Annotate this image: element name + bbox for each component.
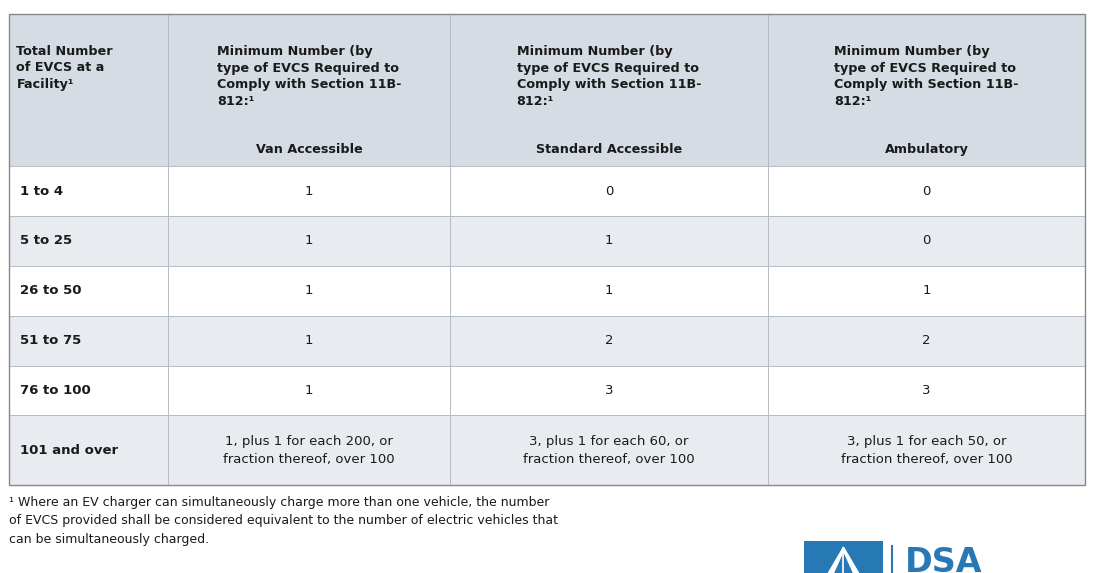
Bar — [450, 316, 768, 366]
Bar — [768, 415, 1085, 485]
Polygon shape — [829, 554, 858, 573]
Bar — [9, 166, 168, 216]
Bar — [450, 14, 768, 166]
Text: 0: 0 — [922, 234, 931, 248]
Bar — [450, 216, 768, 266]
Bar — [168, 366, 450, 415]
Bar — [768, 316, 1085, 366]
Text: ¹ Where an EV charger can simultaneously charge more than one vehicle, the numbe: ¹ Where an EV charger can simultaneously… — [9, 496, 558, 545]
Text: 1: 1 — [305, 334, 313, 347]
Text: Ambulatory: Ambulatory — [885, 143, 968, 156]
Bar — [450, 415, 768, 485]
Text: 26 to 50: 26 to 50 — [20, 284, 81, 297]
Bar — [9, 14, 1085, 485]
Bar — [768, 266, 1085, 316]
Bar — [450, 266, 768, 316]
Bar — [9, 266, 168, 316]
Text: 0: 0 — [922, 185, 931, 198]
Bar — [168, 415, 450, 485]
Bar — [168, 316, 450, 366]
Text: 1: 1 — [305, 284, 313, 297]
Bar — [168, 166, 450, 216]
Text: 3: 3 — [922, 384, 931, 397]
Bar — [768, 166, 1085, 216]
Bar — [804, 541, 883, 573]
Bar — [450, 166, 768, 216]
Text: 1: 1 — [605, 234, 613, 248]
Text: 1: 1 — [305, 234, 313, 248]
Text: Van Accessible: Van Accessible — [256, 143, 362, 156]
Bar — [768, 216, 1085, 266]
Text: 51 to 75: 51 to 75 — [20, 334, 81, 347]
Text: 3, plus 1 for each 60, or
fraction thereof, over 100: 3, plus 1 for each 60, or fraction there… — [523, 435, 695, 466]
Text: 5 to 25: 5 to 25 — [20, 234, 72, 248]
Text: 3: 3 — [605, 384, 613, 397]
Bar — [9, 415, 168, 485]
Bar — [168, 14, 450, 166]
Text: 1: 1 — [605, 284, 613, 297]
Text: Minimum Number (by
type of EVCS Required to
Comply with Section 11B-
812:¹: Minimum Number (by type of EVCS Required… — [835, 45, 1019, 108]
Bar — [450, 366, 768, 415]
Polygon shape — [818, 547, 869, 573]
Text: 101 and over: 101 and over — [20, 444, 118, 457]
Text: DSA: DSA — [905, 545, 982, 573]
Bar — [168, 266, 450, 316]
Text: 1: 1 — [305, 384, 313, 397]
Bar — [9, 216, 168, 266]
Text: 1: 1 — [922, 284, 931, 297]
Text: 76 to 100: 76 to 100 — [20, 384, 91, 397]
Text: 3, plus 1 for each 50, or
fraction thereof, over 100: 3, plus 1 for each 50, or fraction there… — [840, 435, 1012, 466]
Bar — [9, 14, 168, 166]
Text: 1 to 4: 1 to 4 — [20, 185, 62, 198]
Text: Minimum Number (by
type of EVCS Required to
Comply with Section 11B-
812:¹: Minimum Number (by type of EVCS Required… — [217, 45, 401, 108]
Bar — [768, 14, 1085, 166]
Bar — [9, 366, 168, 415]
Text: 0: 0 — [605, 185, 613, 198]
Bar — [768, 366, 1085, 415]
Text: 2: 2 — [605, 334, 613, 347]
Text: Total Number
of EVCS at a
Facility¹: Total Number of EVCS at a Facility¹ — [16, 45, 113, 91]
Bar — [168, 216, 450, 266]
Bar — [9, 316, 168, 366]
Text: 1: 1 — [305, 185, 313, 198]
Text: Standard Accessible: Standard Accessible — [536, 143, 682, 156]
Text: Minimum Number (by
type of EVCS Required to
Comply with Section 11B-
812:¹: Minimum Number (by type of EVCS Required… — [516, 45, 701, 108]
Text: 1, plus 1 for each 200, or
fraction thereof, over 100: 1, plus 1 for each 200, or fraction ther… — [223, 435, 395, 466]
Text: 2: 2 — [922, 334, 931, 347]
